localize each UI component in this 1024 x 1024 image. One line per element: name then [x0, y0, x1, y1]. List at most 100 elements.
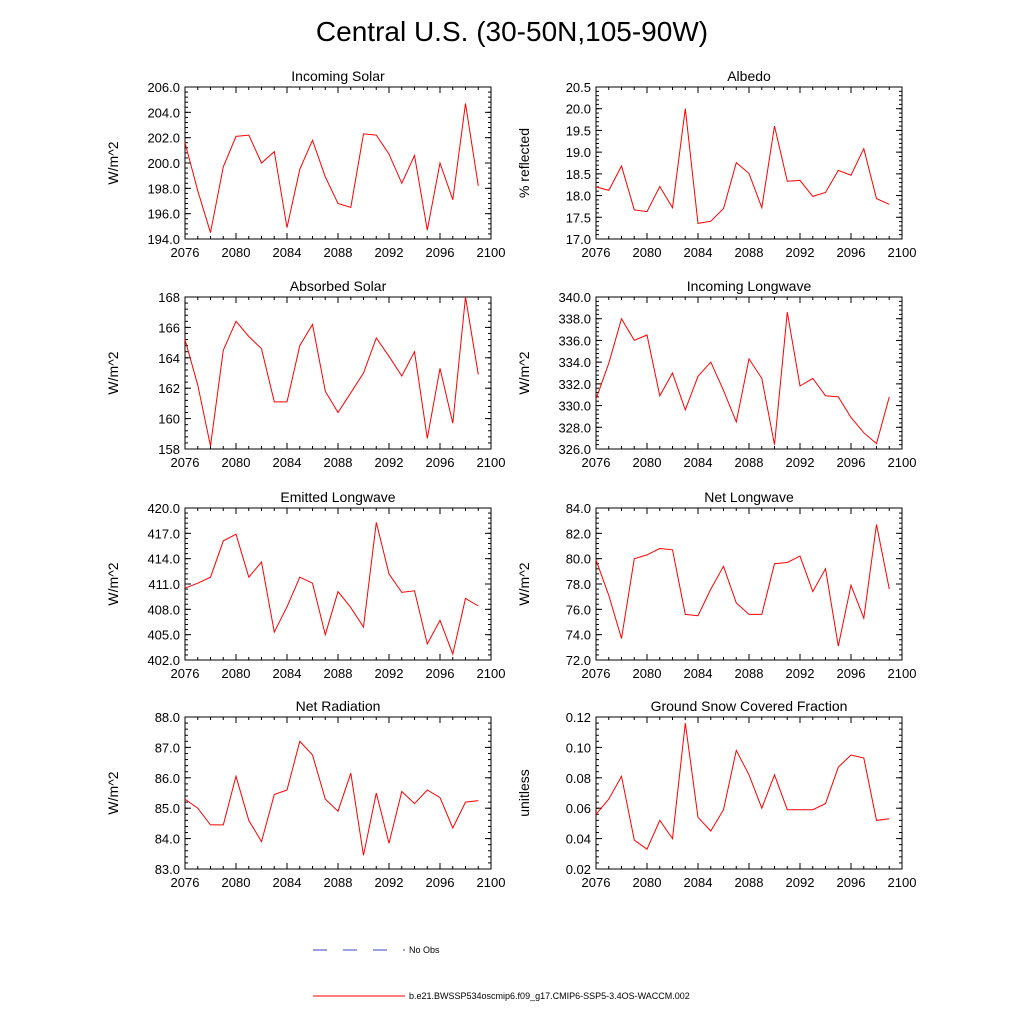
y-tick-label: 417.0 — [147, 526, 180, 541]
series-line — [595, 312, 890, 445]
y-axis-label: W/m^2 — [516, 562, 532, 605]
y-tick-label: 76.0 — [566, 602, 591, 617]
series-line — [184, 103, 479, 233]
x-tick-label: 2088 — [735, 455, 764, 470]
x-tick-label: 2100 — [888, 455, 917, 470]
minor-ticks — [185, 717, 491, 869]
x-tick-label: 2076 — [171, 245, 200, 260]
y-tick-label: 0.08 — [566, 771, 591, 786]
x-tick-label: 2076 — [171, 666, 200, 681]
y-tick-label: 158 — [158, 442, 180, 457]
x-tick-label: 2096 — [837, 455, 866, 470]
y-tick-label: 20.0 — [566, 102, 591, 117]
x-tick-label: 2092 — [786, 875, 815, 890]
panel-title: Net Longwave — [704, 489, 794, 505]
panel-title: Absorbed Solar — [290, 278, 387, 294]
x-tick-label: 2080 — [633, 455, 662, 470]
x-tick-label: 2088 — [735, 875, 764, 890]
legend-obs-label: No Obs — [409, 945, 440, 955]
x-tick-label: 2088 — [735, 666, 764, 681]
x-tick-label: 2096 — [837, 245, 866, 260]
x-tick-label: 2096 — [426, 245, 455, 260]
x-tick-label: 2100 — [477, 245, 506, 260]
x-tick-label: 2096 — [426, 875, 455, 890]
y-tick-label: 84.0 — [155, 832, 180, 847]
y-tick-label: 86.0 — [155, 771, 180, 786]
x-tick-label: 2080 — [222, 245, 251, 260]
y-tick-label: 160 — [158, 412, 180, 427]
y-tick-label: 87.0 — [155, 740, 180, 755]
y-tick-label: 196.0 — [147, 207, 180, 222]
series-line — [184, 296, 479, 447]
y-tick-label: 19.0 — [566, 145, 591, 160]
panel-title: Albedo — [727, 68, 771, 84]
x-tick-label: 2076 — [582, 245, 611, 260]
panel-title: Ground Snow Covered Fraction — [651, 698, 848, 714]
x-tick-label: 2100 — [888, 875, 917, 890]
x-tick-label: 2092 — [786, 666, 815, 681]
x-tick-label: 2084 — [273, 666, 302, 681]
y-tick-label: 164 — [158, 351, 180, 366]
y-tick-label: 405.0 — [147, 628, 180, 643]
x-tick-label: 2100 — [888, 245, 917, 260]
y-tick-label: 330.0 — [558, 399, 591, 414]
y-tick-label: 83.0 — [155, 862, 180, 877]
panel-5: Emitted Longwave W/m^2 2076 2080 2084 2088 209… — [105, 489, 505, 681]
legend-model-label: b.e21.BWSSP534oscmip6.f09_g17.CMIP6-SSP5… — [409, 991, 690, 1001]
x-tick-label: 2084 — [273, 875, 302, 890]
x-tick-label: 2100 — [477, 666, 506, 681]
panel-4: Incoming Longwave W/m^2 2076 2080 2084 2088 20… — [516, 278, 916, 470]
y-axis-label: unitless — [516, 769, 532, 816]
y-tick-label: 326.0 — [558, 442, 591, 457]
x-tick-label: 2084 — [684, 455, 713, 470]
y-tick-label: 17.5 — [566, 210, 591, 225]
y-tick-label: 166 — [158, 320, 180, 335]
y-tick-label: 336.0 — [558, 333, 591, 348]
x-tick-label: 2088 — [324, 245, 353, 260]
y-tick-label: 72.0 — [566, 653, 591, 668]
panel-title: Emitted Longwave — [280, 489, 395, 505]
y-tick-label: 0.12 — [566, 710, 591, 725]
figure-title: Central U.S. (30-50N,105-90W) — [316, 16, 708, 47]
y-tick-label: 338.0 — [558, 312, 591, 327]
y-tick-label: 74.0 — [566, 628, 591, 643]
y-tick-label: 168 — [158, 290, 180, 305]
x-tick-label: 2084 — [684, 666, 713, 681]
x-tick-label: 2080 — [633, 666, 662, 681]
x-tick-label: 2084 — [273, 245, 302, 260]
y-tick-label: 82.0 — [566, 526, 591, 541]
x-tick-label: 2096 — [426, 666, 455, 681]
x-tick-label: 2080 — [222, 666, 251, 681]
y-axis-label: W/m^2 — [105, 141, 121, 184]
y-tick-label: 0.02 — [566, 862, 591, 877]
x-tick-label: 2096 — [426, 455, 455, 470]
x-tick-label: 2076 — [171, 455, 200, 470]
y-tick-label: 198.0 — [147, 181, 180, 196]
x-tick-label: 2076 — [582, 455, 611, 470]
x-tick-label: 2088 — [735, 245, 764, 260]
panel-7: Net Radiation W/m^2 2076 2080 2084 2088 2092 20… — [105, 698, 505, 890]
series-line — [184, 740, 479, 856]
x-tick-label: 2076 — [582, 666, 611, 681]
y-tick-label: 80.0 — [566, 552, 591, 567]
x-tick-label: 2100 — [888, 666, 917, 681]
y-axis-label: W/m^2 — [105, 351, 121, 394]
y-tick-label: 200.0 — [147, 156, 180, 171]
y-tick-label: 408.0 — [147, 602, 180, 617]
panel-title: Net Radiation — [296, 698, 381, 714]
y-tick-label: 88.0 — [155, 710, 180, 725]
x-tick-label: 2084 — [684, 875, 713, 890]
x-tick-label: 2084 — [273, 455, 302, 470]
x-tick-label: 2100 — [477, 455, 506, 470]
x-tick-label: 2092 — [786, 245, 815, 260]
y-tick-label: 18.0 — [566, 189, 591, 204]
x-tick-label: 2084 — [684, 245, 713, 260]
y-tick-label: 204.0 — [147, 105, 180, 120]
x-tick-label: 2076 — [171, 875, 200, 890]
y-tick-label: 17.0 — [566, 232, 591, 247]
x-tick-label: 2088 — [324, 666, 353, 681]
series-line — [595, 524, 890, 647]
y-tick-label: 206.0 — [147, 80, 180, 95]
y-tick-label: 402.0 — [147, 653, 180, 668]
